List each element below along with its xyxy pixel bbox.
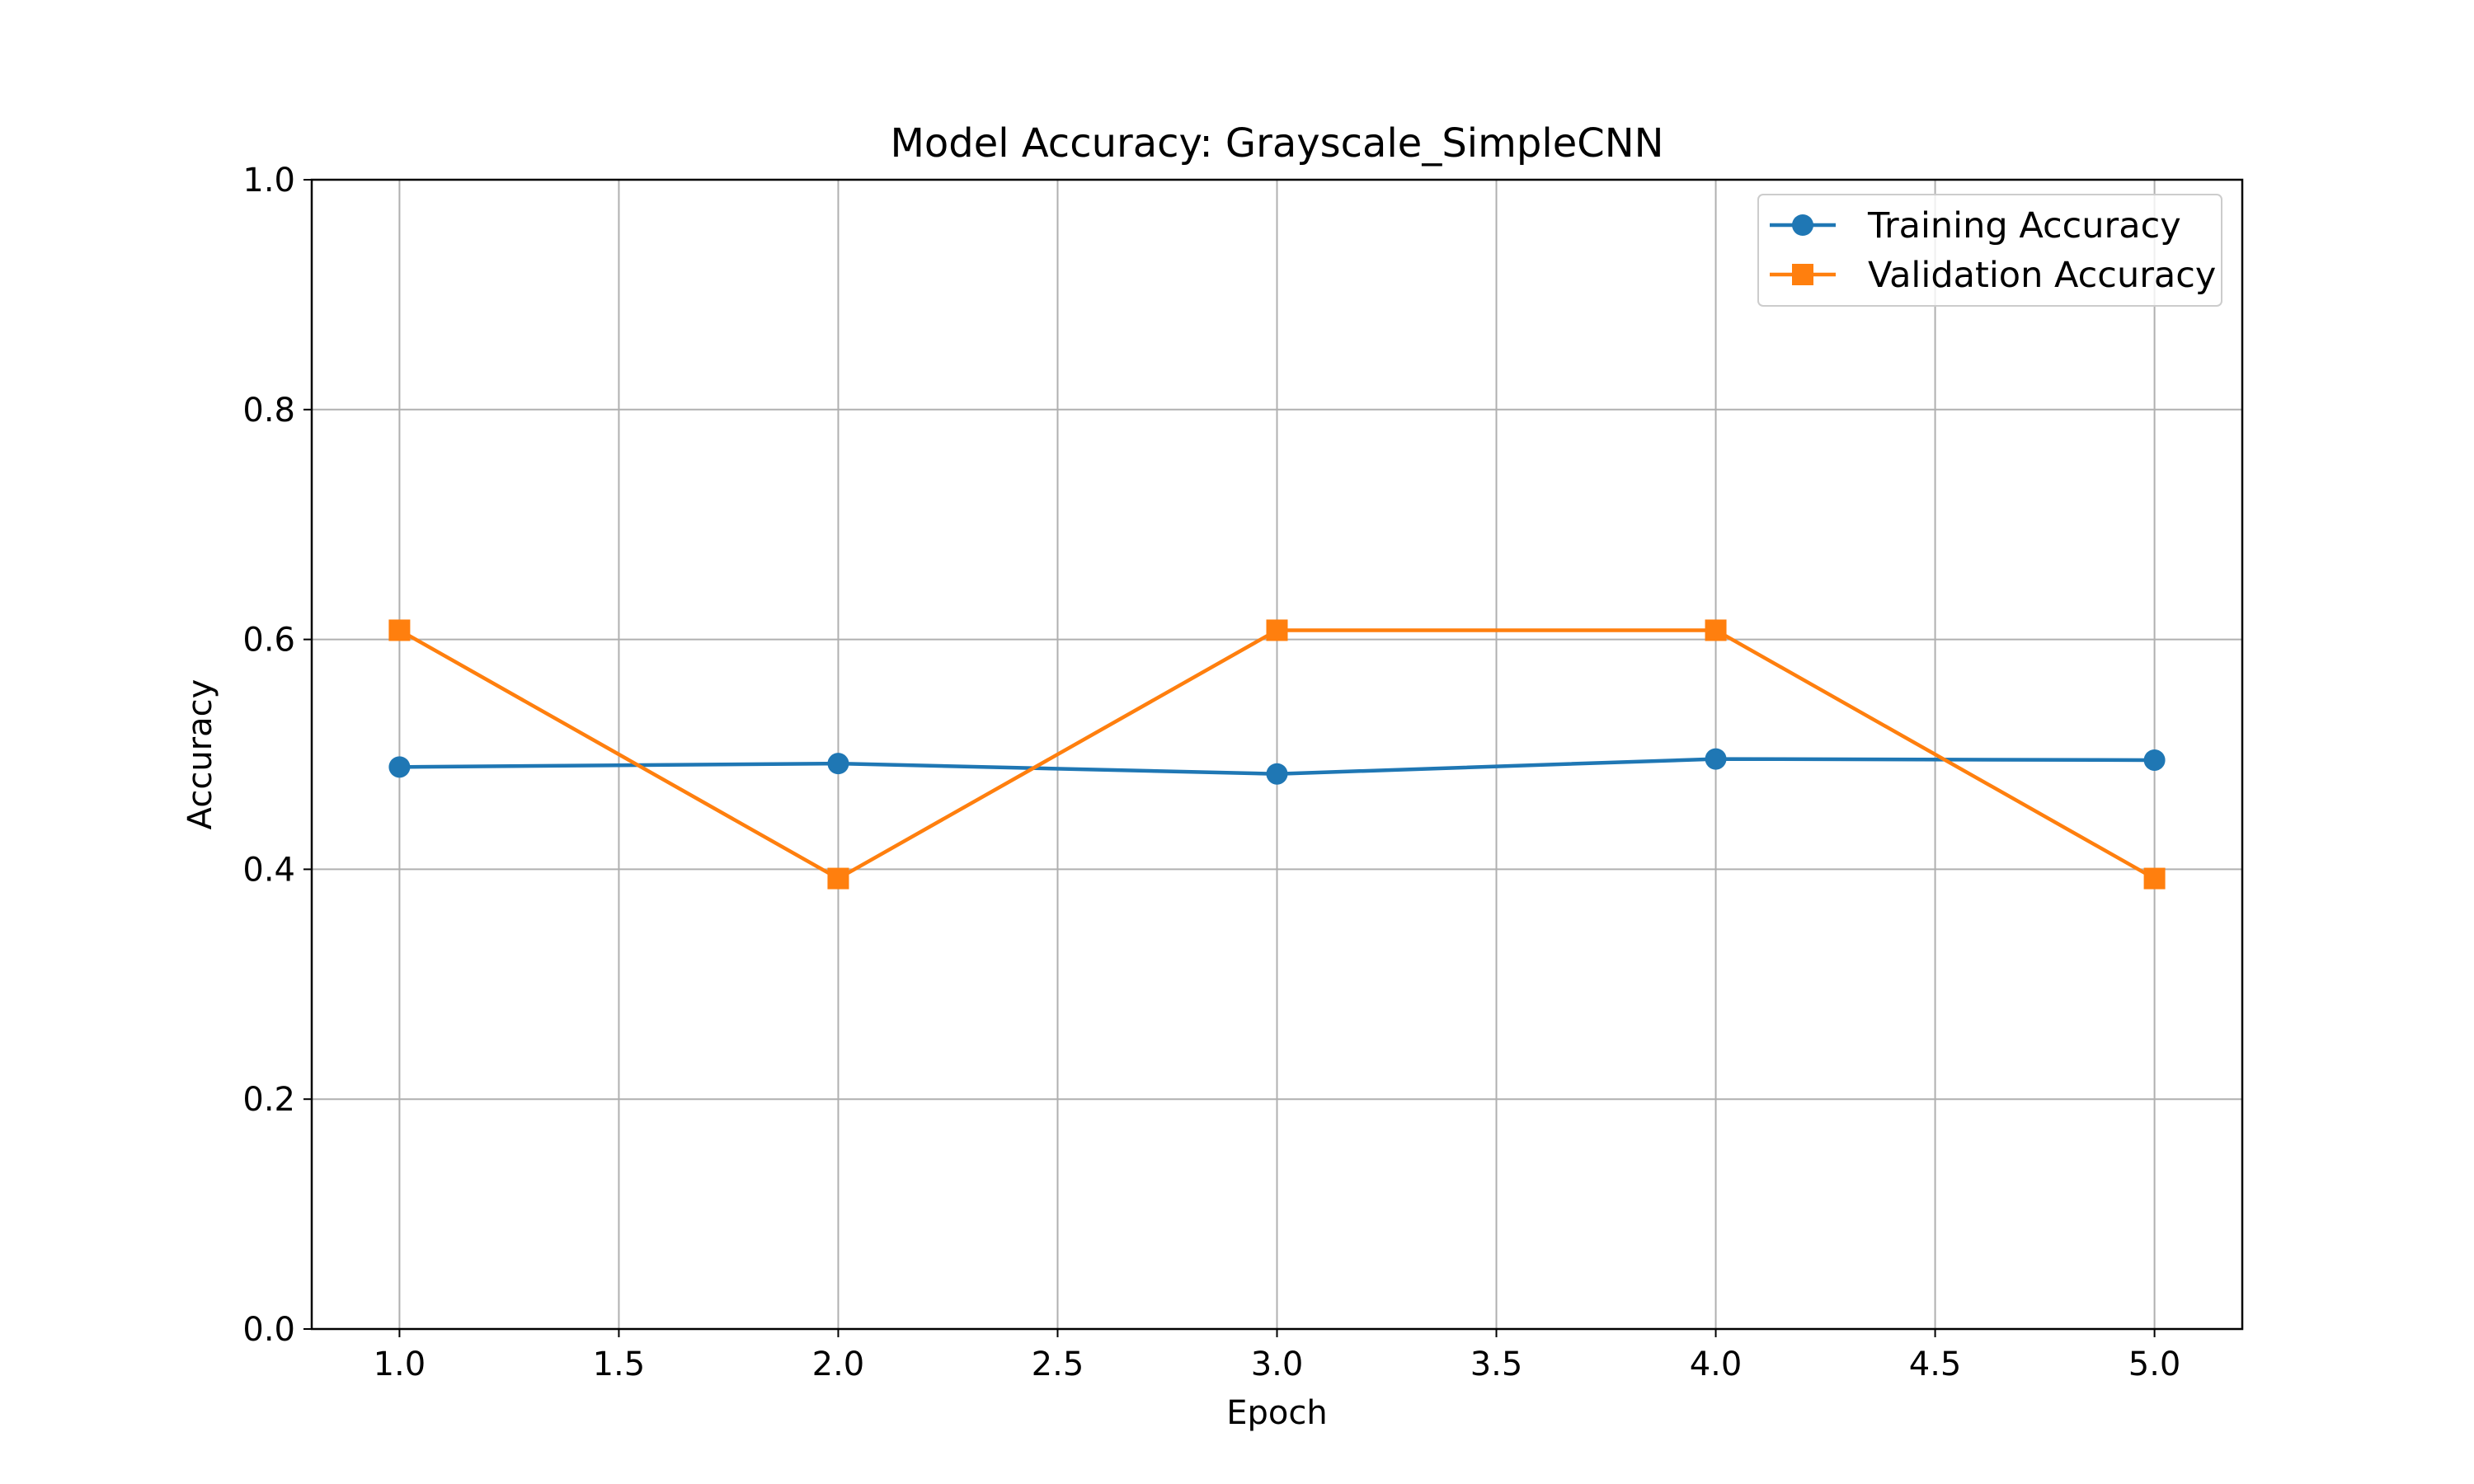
legend-box (1757, 194, 2222, 307)
y-tick-label: 1.0 (242, 162, 295, 200)
series-validation-accuracy (388, 619, 2166, 890)
x-tick-label: 2.0 (812, 1345, 865, 1383)
data-point-circle (1705, 748, 1727, 770)
x-axis-label: Epoch (1226, 1394, 1327, 1432)
legend-label: Training Accuracy (1867, 205, 2181, 247)
y-tick-label: 0.6 (242, 622, 295, 660)
y-tick-label: 0.4 (242, 851, 295, 889)
data-series (388, 619, 2166, 890)
legend-label: Validation Accuracy (1868, 255, 2216, 296)
data-point-circle (388, 756, 411, 778)
x-tick-label: 2.5 (1032, 1345, 1084, 1383)
data-point-circle (2143, 749, 2166, 771)
x-tick-label: 4.0 (1690, 1345, 1743, 1383)
data-point-square (1705, 619, 1727, 641)
chart-title: Model Accuracy: Grayscale_SimpleCNN (890, 120, 1663, 167)
x-tick-label: 3.5 (1470, 1345, 1523, 1383)
y-axis-label: Accuracy (181, 679, 219, 830)
x-tick-label: 4.5 (1909, 1345, 1962, 1383)
data-point-square (827, 867, 849, 890)
data-point-square (1266, 619, 1288, 641)
x-tick-label: 1.0 (374, 1345, 426, 1383)
data-point-circle (1266, 763, 1288, 785)
y-tick-label: 0.2 (242, 1081, 295, 1119)
x-tick-label: 3.0 (1251, 1345, 1304, 1383)
legend-square-marker (1792, 264, 1813, 285)
legend-circle-marker (1792, 214, 1813, 236)
x-tick-label: 5.0 (2128, 1345, 2181, 1383)
y-tick-label: 0.0 (242, 1311, 295, 1349)
legend-item: Training Accuracy (1770, 205, 2181, 247)
x-tick-label: 1.5 (593, 1345, 646, 1383)
legend-item: Validation Accuracy (1770, 255, 2216, 296)
data-point-square (388, 619, 411, 641)
axis-ticks: 1.0 1.5 2.0 2.5 3.0 3.5 4.0 4.5 5.0 0.0 0.2 0.4 0.6 0… (242, 162, 2180, 1383)
data-point-square (2143, 867, 2166, 890)
data-point-circle (827, 753, 849, 775)
y-tick-label: 0.8 (242, 392, 295, 430)
series-training-accuracy (388, 748, 2166, 785)
legend: Training Accuracy Validation Accuracy (1757, 194, 2222, 307)
